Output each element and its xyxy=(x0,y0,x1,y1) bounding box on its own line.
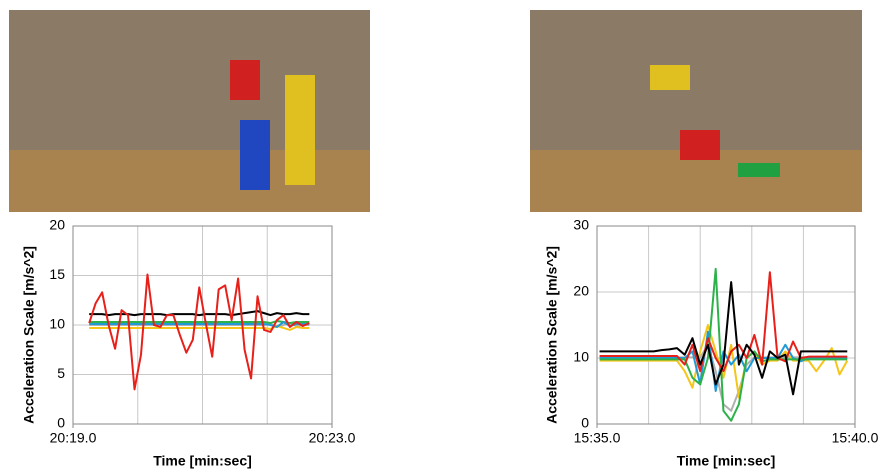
y-tick-label: 10 xyxy=(573,349,589,365)
x-tick-label: 15:40.0 xyxy=(832,430,879,446)
x-axis-label: Time [min:sec] xyxy=(677,453,776,469)
screenshot: 0 5 10 15 20 20:19.0 20:23.0 Time [min:sec] Acce… xyxy=(0,0,881,472)
photo-right xyxy=(530,10,862,212)
x-tick-label: 15:35.0 xyxy=(574,430,621,446)
y-tick-label: 10 xyxy=(49,316,65,332)
y-tick-label: 0 xyxy=(57,415,65,431)
y-tick-label: 15 xyxy=(49,266,65,282)
y-tick-label: 5 xyxy=(57,365,65,381)
y-tick-label: 0 xyxy=(581,415,589,431)
data-line xyxy=(89,275,309,390)
y-tick-label: 20 xyxy=(49,217,65,233)
y-axis-label: Acceleration Scale [m/s^2] xyxy=(21,246,37,424)
x-axis-label: Time [min:sec] xyxy=(153,453,252,469)
x-tick-label: 20:19.0 xyxy=(50,430,97,446)
y-axis-label: Acceleration Scale [m/s^2] xyxy=(544,246,560,424)
photo-left xyxy=(9,10,370,212)
y-tick-label: 30 xyxy=(573,217,589,233)
plot-frame xyxy=(597,226,855,424)
x-tick-label: 20:23.0 xyxy=(309,430,356,446)
y-tick-label: 20 xyxy=(573,283,589,299)
